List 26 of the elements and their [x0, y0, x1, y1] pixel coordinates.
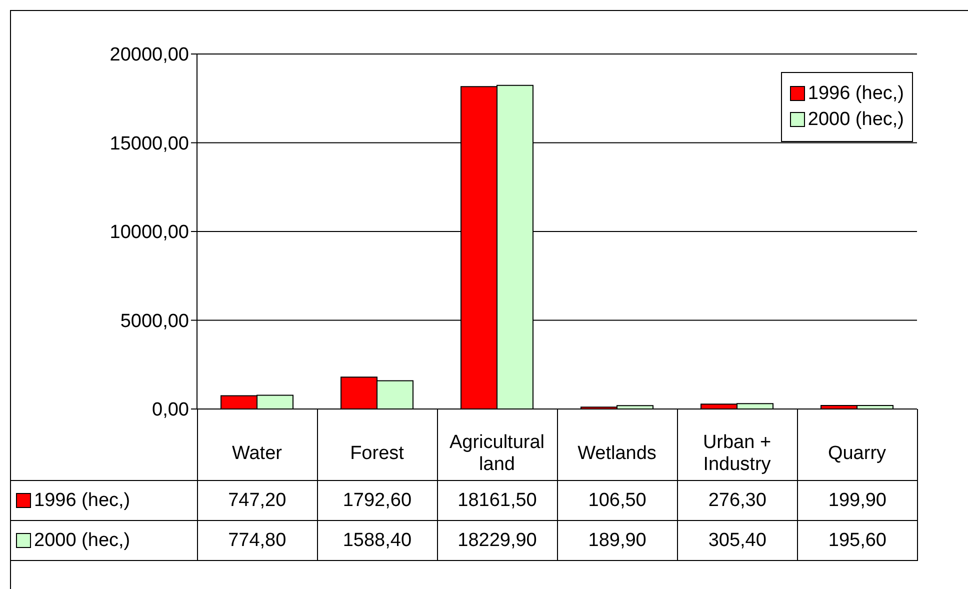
- legend-label: 2000 (hec,): [806, 109, 904, 131]
- y-tick-label: 0,00: [152, 400, 189, 421]
- data-label: 189,90: [557, 520, 678, 560]
- x-tick-label: Quarry: [828, 443, 887, 464]
- data-label: 106,50: [557, 480, 678, 520]
- data-label: 747,20: [197, 480, 318, 520]
- data-label: 18229,90: [437, 520, 558, 560]
- data-label: 305,40: [677, 520, 798, 560]
- data-label: 774,80: [197, 520, 318, 560]
- data-label: 195,60: [797, 520, 918, 560]
- x-tick-label: Wetlands: [578, 443, 656, 464]
- x-tick-label: Forest: [350, 443, 405, 464]
- text: 1996 (hec,): [34, 490, 130, 510]
- y-tick-label: 15000,00: [110, 133, 189, 154]
- y-tick-label: 10000,00: [110, 222, 189, 244]
- data-label: 1792,60: [317, 480, 438, 520]
- data-label: 18161,50: [437, 480, 558, 520]
- x-tick-label: Agricultural land: [449, 432, 545, 475]
- data-label: 199,90: [797, 480, 918, 520]
- data-label: 1588,40: [317, 520, 438, 560]
- y-tick-label: 5000,00: [120, 310, 189, 332]
- legend-label: 1996 (hec,): [806, 83, 904, 105]
- y-tick-label: 20000,00: [110, 44, 189, 66]
- data-label: 276,30: [677, 480, 798, 520]
- x-tick-label: Water: [232, 443, 283, 464]
- x-tick-label: Urban + Industry: [702, 432, 772, 475]
